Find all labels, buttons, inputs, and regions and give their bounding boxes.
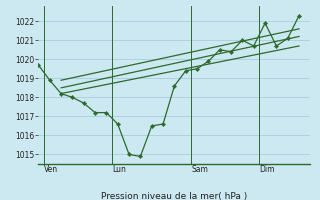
Text: Lun: Lun	[112, 165, 126, 174]
Text: Ven: Ven	[44, 165, 58, 174]
Text: Dim: Dim	[260, 165, 275, 174]
Text: Sam: Sam	[191, 165, 208, 174]
Text: Pression niveau de la mer( hPa ): Pression niveau de la mer( hPa )	[101, 192, 248, 200]
